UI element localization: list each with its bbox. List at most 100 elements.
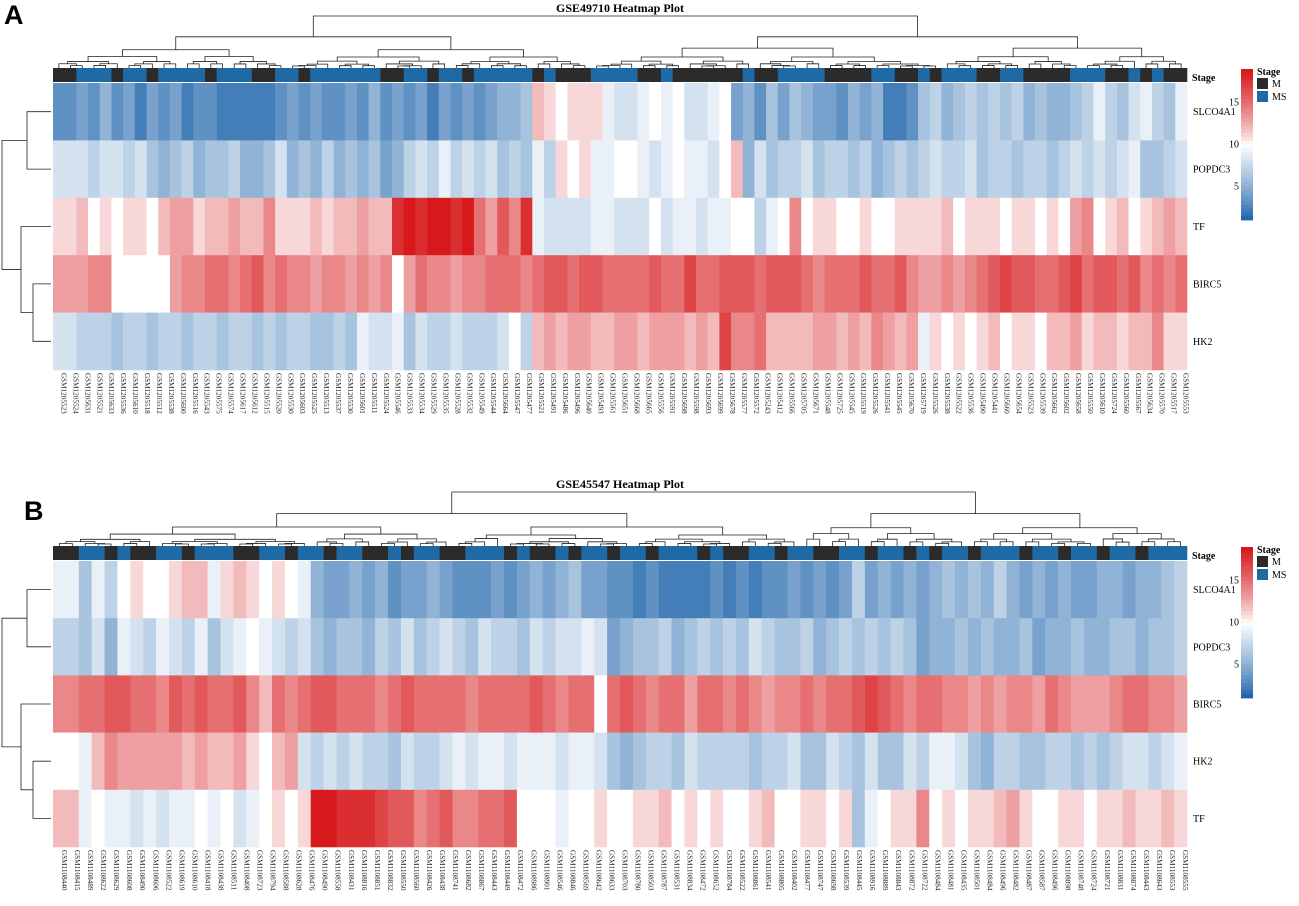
heatmap-cell	[1122, 789, 1136, 848]
column-dendrogram-branch	[1057, 541, 1085, 544]
heatmap-cell	[65, 675, 80, 733]
stage-cell	[403, 68, 416, 82]
heatmap-cell	[380, 312, 393, 371]
heatmap-cell	[321, 140, 334, 199]
heatmap-cell	[789, 140, 802, 199]
sample-label: GSM1108476	[308, 850, 316, 891]
stage-cell	[625, 68, 638, 82]
stage-cell	[53, 546, 67, 560]
heatmap-cell	[590, 83, 603, 141]
sample-label: GSM1205530	[286, 373, 294, 414]
sample-label: GSM1108622	[99, 850, 107, 891]
column-dendrogram-branch	[655, 538, 703, 542]
heatmap-cell	[516, 732, 531, 791]
heatmap-cell	[1135, 789, 1149, 848]
heatmap-cell	[146, 312, 159, 371]
color-scale-swatch	[1241, 174, 1253, 179]
heatmap-cell	[168, 675, 183, 733]
stage-legend-swatch	[1257, 556, 1268, 567]
heatmap-cell	[1023, 255, 1036, 313]
stage-cell	[91, 546, 105, 560]
heatmap-cell	[942, 561, 956, 619]
heatmap-cell	[53, 732, 67, 791]
column-dendrogram-branch	[689, 63, 717, 68]
heatmap-cell	[672, 197, 685, 256]
heatmap-cell	[275, 255, 288, 313]
heatmap-cell	[1070, 140, 1083, 199]
heatmap-cell	[452, 732, 466, 791]
stage-cell	[1093, 68, 1106, 82]
column-dendrogram-branch	[610, 63, 633, 68]
heatmap-cell	[403, 197, 416, 256]
heatmap-cell	[839, 675, 853, 733]
heatmap-cell	[649, 255, 662, 313]
heatmap-cell	[660, 255, 673, 313]
heatmap-cell	[774, 618, 788, 676]
heatmap-cell	[567, 140, 580, 199]
heatmap-cell	[286, 255, 299, 313]
color-scale-swatch	[1241, 114, 1253, 119]
sample-label: GSM1205522	[955, 373, 963, 414]
heatmap-cell	[581, 732, 595, 791]
stage-cell	[130, 546, 144, 560]
column-dendrogram-branch	[284, 543, 305, 546]
sample-label: GSM1108867	[477, 850, 485, 891]
heatmap-cell	[181, 140, 194, 199]
heatmap-cell	[1035, 197, 1048, 256]
heatmap-cell	[1045, 732, 1059, 791]
gene-label: TF	[1193, 814, 1205, 825]
heatmap-cell	[555, 312, 568, 371]
heatmap-cell	[1083, 789, 1098, 848]
stage-cell	[362, 546, 376, 560]
heatmap-cell	[1122, 732, 1136, 791]
heatmap-cell	[508, 140, 521, 199]
heatmap-cell	[1122, 675, 1136, 733]
heatmap-cell	[748, 789, 763, 848]
heatmap-cell	[333, 83, 346, 141]
sample-label: GSM1205640	[585, 373, 593, 414]
sample-label: GSM1108608	[125, 850, 133, 891]
heatmap-cell	[497, 140, 510, 199]
heatmap-cell	[847, 140, 860, 199]
heatmap-cell	[323, 732, 337, 791]
heatmap-cell	[146, 255, 159, 313]
heatmap-cell	[491, 561, 505, 619]
heatmap-cell	[824, 255, 837, 313]
heatmap-cell	[594, 618, 608, 676]
heatmap-cell	[134, 255, 147, 313]
stage-cell	[104, 546, 118, 560]
heatmap-cell	[542, 789, 556, 848]
heatmap-cell	[1058, 561, 1072, 619]
heatmap-cell	[504, 732, 518, 791]
column-dendrogram-branch	[255, 541, 296, 544]
heatmap-cell	[567, 197, 580, 256]
heatmap-cell	[1058, 197, 1071, 256]
heatmap-cell	[181, 312, 194, 371]
column-dendrogram-branch	[99, 63, 118, 68]
heatmap-cell	[999, 197, 1012, 256]
heatmap-cell	[156, 789, 170, 848]
sample-label: GSM1108496	[999, 850, 1007, 891]
heatmap-cell	[671, 732, 685, 791]
column-dendrogram-branch	[464, 541, 486, 546]
sample-label: GSM1108496	[1051, 850, 1059, 891]
sample-label: GSM1108741	[451, 850, 459, 891]
heatmap-cell	[321, 312, 334, 371]
color-scale-swatch	[1241, 690, 1253, 695]
sample-label: GSM1205693	[704, 373, 712, 414]
heatmap-cell	[579, 140, 592, 199]
column-dendrogram-branch	[806, 538, 821, 546]
stage-cell	[918, 68, 931, 82]
heatmap-cell	[906, 83, 919, 141]
stage-cell	[1175, 68, 1188, 82]
heatmap-cell	[375, 675, 389, 733]
heatmap-cell	[916, 789, 930, 848]
heatmap-cell	[134, 197, 147, 256]
sample-label: GSM1205610	[1098, 373, 1106, 414]
heatmap-cell	[1140, 140, 1153, 199]
sample-label: GSM1108539	[842, 850, 850, 891]
stage-cell	[156, 546, 170, 560]
heatmap-cell	[1081, 83, 1094, 141]
sample-label: GSM1108874	[1129, 850, 1137, 891]
